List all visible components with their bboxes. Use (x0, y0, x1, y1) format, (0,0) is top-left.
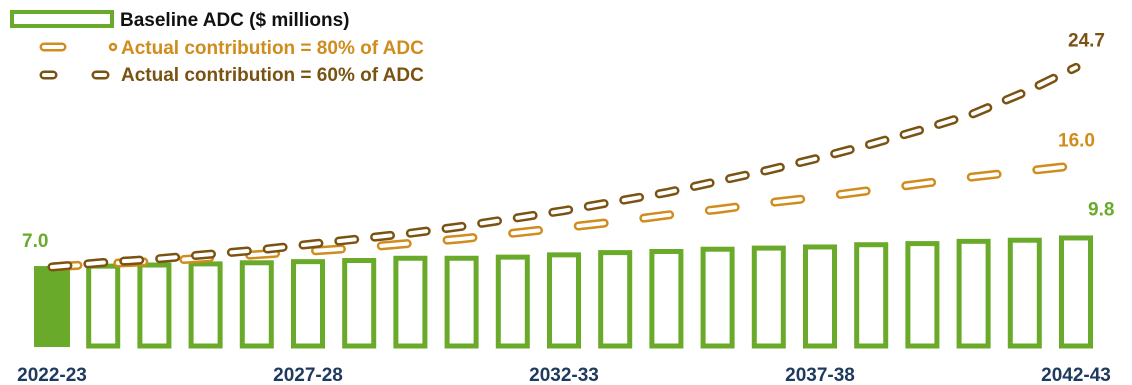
data-label-80pct-end: 16.0 (1058, 131, 1095, 152)
bar-2026-27 (242, 263, 271, 346)
legend-swatch-baseline (12, 12, 112, 26)
bar-2033-34 (601, 253, 630, 346)
bar-2034-35 (652, 251, 681, 346)
x-axis-ticks: 2022-23 2027-28 2032-33 2037-38 2042-43 (17, 365, 1111, 385)
bar-2036-37 (754, 248, 783, 346)
data-label-last-bar: 9.8 (1088, 199, 1114, 220)
bar-2037-38 (806, 247, 835, 346)
bar-2024-25 (140, 265, 169, 346)
line-series (52, 67, 1076, 267)
data-labels: 7.0 9.8 16.0 24.7 (22, 30, 1114, 252)
bar-2042-43 (1062, 238, 1091, 346)
bar-2041-42 (1010, 240, 1039, 346)
legend: Baseline ADC ($ millions) Actual contribu… (12, 10, 424, 86)
legend-label-80pct: Actual contribution = 80% of ADC (121, 38, 424, 59)
bar-2040-41 (959, 241, 988, 346)
bar-2030-31 (447, 258, 476, 346)
data-label-first-bar: 7.0 (22, 231, 48, 252)
legend-label-baseline: Baseline ADC ($ millions) (120, 10, 349, 31)
line-60pct-outline (52, 67, 1076, 267)
bar-2035-36 (703, 249, 732, 346)
x-tick-label: 2037-38 (785, 365, 855, 385)
bar-2029-30 (396, 258, 425, 346)
data-label-60pct-end: 24.7 (1068, 30, 1105, 51)
line-60pct-fill (52, 67, 1076, 267)
x-tick-label: 2022-23 (17, 365, 87, 385)
legend-label-60pct: Actual contribution = 60% of ADC (121, 65, 424, 86)
bar-2028-29 (345, 261, 374, 346)
x-tick-label: 2042-43 (1041, 365, 1111, 385)
x-tick-label: 2027-28 (273, 365, 343, 385)
bar-2022-23 (35, 267, 69, 346)
bar-2038-39 (857, 245, 886, 346)
bar-2025-26 (191, 264, 220, 346)
bar-2031-32 (498, 257, 527, 346)
bar-2027-28 (294, 262, 323, 346)
legend-swatch-80pct-dot (110, 44, 116, 50)
bar-2039-40 (908, 244, 937, 346)
bar-2023-24 (89, 266, 118, 346)
bar-2032-33 (550, 255, 579, 346)
x-tick-label: 2032-33 (529, 365, 599, 385)
